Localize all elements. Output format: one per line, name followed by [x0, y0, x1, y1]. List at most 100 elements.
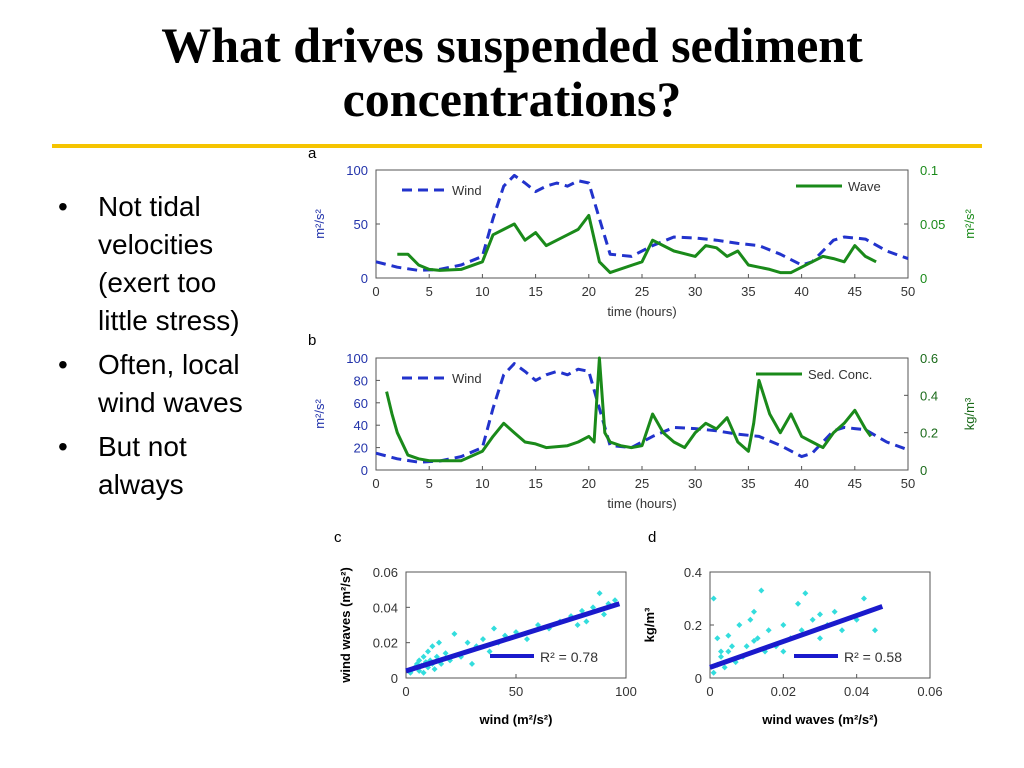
title-divider [52, 144, 982, 148]
x-tick-label: 45 [848, 476, 862, 491]
panel-label-b: b [308, 332, 316, 349]
scatter-point [725, 632, 732, 639]
scatter-point [486, 648, 493, 655]
slide-title-line-1: What drives suspended sediment [161, 17, 863, 73]
y-tick-label: 0 [391, 671, 398, 686]
y-tick-label-left: 60 [354, 396, 368, 411]
scatter-point [795, 600, 801, 607]
scatter-point [596, 590, 603, 597]
scatter-point [780, 622, 787, 628]
y-axis-label: kg/m³ [642, 607, 657, 642]
panel-label-c: c [334, 529, 342, 546]
y-tick-label: 0.02 [373, 636, 398, 651]
scatter-point [714, 635, 721, 642]
x-tick-label: 50 [901, 284, 915, 299]
x-tick-label: 5 [426, 284, 433, 299]
scatter-point [751, 608, 757, 615]
x-tick-label: 5 [426, 476, 433, 491]
x-tick-label: 0 [372, 476, 379, 491]
x-tick-label: 15 [528, 284, 542, 299]
scatter-point [420, 669, 427, 676]
y-tick-label: 0 [695, 671, 702, 686]
y-tick-label-right: 0.05 [920, 217, 945, 232]
scatter-point [429, 643, 436, 650]
scatter-point [469, 660, 475, 667]
scatter-point [817, 635, 823, 642]
scatter-point [725, 648, 732, 655]
x-tick-label: 0 [402, 684, 409, 699]
y-axis-label-right: kg/m³ [962, 397, 977, 430]
x-tick-label: 50 [509, 684, 523, 699]
series-line-wind [375, 173, 909, 272]
scatter-point [583, 618, 590, 625]
scatter-point [765, 627, 772, 634]
y-tick-label-left: 50 [354, 217, 368, 232]
x-tick-label: 40 [794, 284, 808, 299]
scatter-point [524, 636, 530, 643]
bullet-text-line: But not [98, 431, 187, 462]
scatter-point [710, 669, 717, 676]
scatter-point [590, 604, 596, 611]
bullet-text-line: Often, local [98, 349, 240, 380]
x-axis-label: wind waves (m²/s²) [761, 712, 878, 727]
scatter-point [802, 590, 809, 597]
bullet-text-line: velocities [98, 229, 214, 260]
x-tick-label: 35 [741, 284, 755, 299]
scatter-point [872, 627, 878, 634]
x-tick-label: 25 [635, 284, 649, 299]
x-tick-label: 25 [635, 476, 649, 491]
scatter-point [431, 666, 438, 673]
bullet-text-line: always [98, 469, 184, 500]
scatter-point [579, 607, 585, 614]
scatter-point [721, 664, 728, 671]
y-tick-label: 0.04 [373, 600, 398, 615]
x-tick-label: 0.04 [844, 684, 869, 699]
panel-label-a: a [308, 145, 317, 162]
bullet-item: • But not always [58, 428, 288, 504]
fit-line [405, 601, 621, 674]
x-tick-label: 35 [741, 476, 755, 491]
y-tick-label-left: 100 [346, 351, 368, 366]
y-tick-label-right: 0.1 [920, 163, 938, 178]
fit-line [709, 604, 884, 670]
scatter-point [442, 650, 449, 657]
bullet-marker: • [58, 431, 68, 462]
legend-label-sed-conc-: Sed. Conc. [808, 367, 872, 382]
scatter-point [758, 587, 765, 594]
scatter-point [839, 627, 845, 634]
x-tick-label: 100 [615, 684, 637, 699]
x-axis-label: time (hours) [607, 304, 676, 319]
scatter-point [601, 611, 607, 618]
x-tick-label: 20 [582, 284, 596, 299]
x-tick-label: 30 [688, 284, 702, 299]
bullet-marker: • [58, 191, 68, 222]
slide-title: What drives suspended sediment concentra… [0, 18, 1024, 126]
scatter-point [743, 643, 750, 650]
x-axis-label: wind (m²/s²) [479, 712, 553, 727]
scatter-point [729, 643, 735, 650]
scatter-point [831, 608, 838, 615]
slide-title-line-2: concentrations? [342, 71, 682, 127]
scatter-point [736, 622, 743, 628]
scatter-point [436, 639, 442, 646]
bullet-item: • Not tidal velocities (exert too little str… [58, 188, 288, 340]
y-axis-label-right: m²/s² [962, 209, 977, 239]
y-tick-label-right: 0 [920, 271, 927, 286]
x-tick-label: 45 [848, 284, 862, 299]
legend-label-fit: R² = 0.58 [844, 649, 902, 665]
scatter-point [464, 639, 471, 646]
y-tick-label-right: 0 [920, 463, 927, 478]
scatter-point [718, 648, 724, 655]
y-tick-label: 0.2 [684, 618, 702, 633]
bullet-text-line: (exert too [98, 267, 217, 298]
bullet-item: • Often, local wind waves [58, 346, 288, 422]
scatter-point [612, 597, 618, 604]
x-tick-label: 0.02 [771, 684, 796, 699]
series-line-wave [397, 213, 877, 275]
x-tick-label: 50 [901, 476, 915, 491]
y-tick-label-left: 40 [354, 418, 368, 433]
series-line-sed-conc- [385, 356, 873, 463]
scatter-point [861, 595, 867, 602]
bullet-text-line: Not tidal [98, 191, 201, 222]
x-tick-label: 20 [582, 476, 596, 491]
